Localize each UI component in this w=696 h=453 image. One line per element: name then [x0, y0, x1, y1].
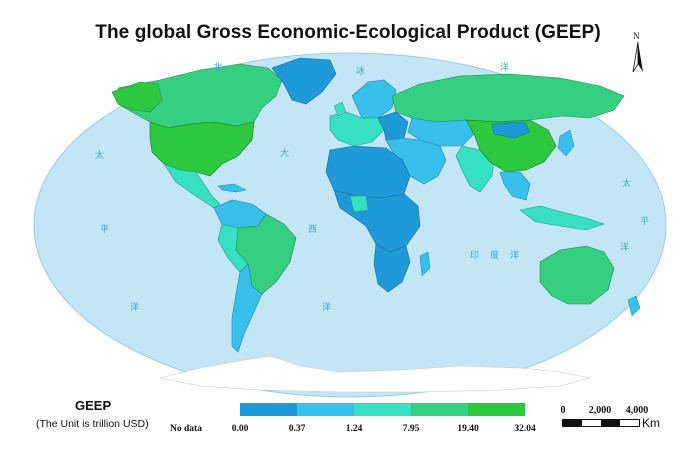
legend-tick: 1.24	[345, 424, 363, 434]
ocean-label: 太	[95, 151, 105, 161]
region-africa-south	[373, 243, 411, 293]
ocean-label: 太	[622, 179, 632, 189]
legend-swatch	[297, 403, 354, 416]
legend-title: GEEP	[75, 398, 112, 413]
legend-tick: 0.37	[288, 424, 306, 434]
ocean-label: 洋	[620, 243, 630, 253]
legend-color-bar	[183, 403, 525, 416]
north-arrow-icon	[632, 41, 643, 73]
legend-tick: 32.04	[514, 424, 536, 434]
scale-label: 0	[560, 405, 566, 416]
scale-unit: Km	[642, 416, 660, 430]
legend-swatch	[354, 403, 411, 416]
ocean-label: 西	[308, 225, 318, 235]
region-europe-west	[329, 111, 385, 147]
region-uk	[333, 101, 347, 117]
region-caribbean	[217, 183, 247, 193]
region-usa	[149, 121, 255, 177]
ocean-label: 冰	[356, 67, 366, 77]
legend-swatch	[183, 403, 240, 416]
region-greenland	[271, 57, 337, 105]
legend-subtitle: (The Unit is trillion USD)	[36, 418, 149, 430]
scale-label: 4,000	[625, 405, 649, 416]
region-antarctica	[159, 355, 591, 393]
region-argentina-chile	[231, 263, 263, 353]
ocean-label: 洋	[510, 251, 520, 261]
region-mongolia	[491, 121, 531, 139]
region-southeast-asia	[499, 171, 531, 201]
region-china	[465, 119, 557, 173]
region-alaska	[111, 81, 163, 113]
legend-swatch	[411, 403, 468, 416]
region-nigeria	[349, 195, 369, 213]
ocean-label: 北	[213, 63, 223, 73]
ocean-label: 洋	[130, 303, 140, 313]
legend-tick-no-data: No data	[170, 424, 202, 434]
ocean-label: 印	[470, 251, 480, 261]
ocean-label: 洋	[322, 303, 332, 313]
region-australia	[539, 245, 615, 305]
region-indonesia	[519, 205, 605, 231]
legend-swatch	[240, 403, 297, 416]
region-mexico	[163, 163, 221, 209]
ocean-label: 平	[100, 225, 110, 235]
ocean-label: 大	[280, 149, 290, 159]
region-madagascar	[419, 251, 431, 277]
ocean-label: 平	[640, 217, 650, 227]
legend-tick: 0.00	[231, 424, 249, 434]
region-new-zealand	[627, 295, 641, 317]
legend-tick: 7.95	[402, 424, 420, 434]
scale-label: 2,000	[588, 405, 612, 416]
legend-swatch	[468, 403, 525, 416]
scale-labels: 0 2,000 4,000	[0, 405, 696, 417]
scale-bar	[562, 419, 640, 427]
legend-ticks: No data 0.00 0.37 1.24 7.95 19.40 32.04	[0, 424, 696, 438]
north-label: N	[633, 31, 640, 41]
ocean-label: 度	[490, 251, 500, 261]
map-title: The global Gross Economic-Ecological Pro…	[95, 22, 601, 43]
region-japan-korea	[557, 129, 575, 157]
legend-tick: 19.40	[457, 424, 479, 434]
ocean-label: 洋	[500, 63, 510, 73]
